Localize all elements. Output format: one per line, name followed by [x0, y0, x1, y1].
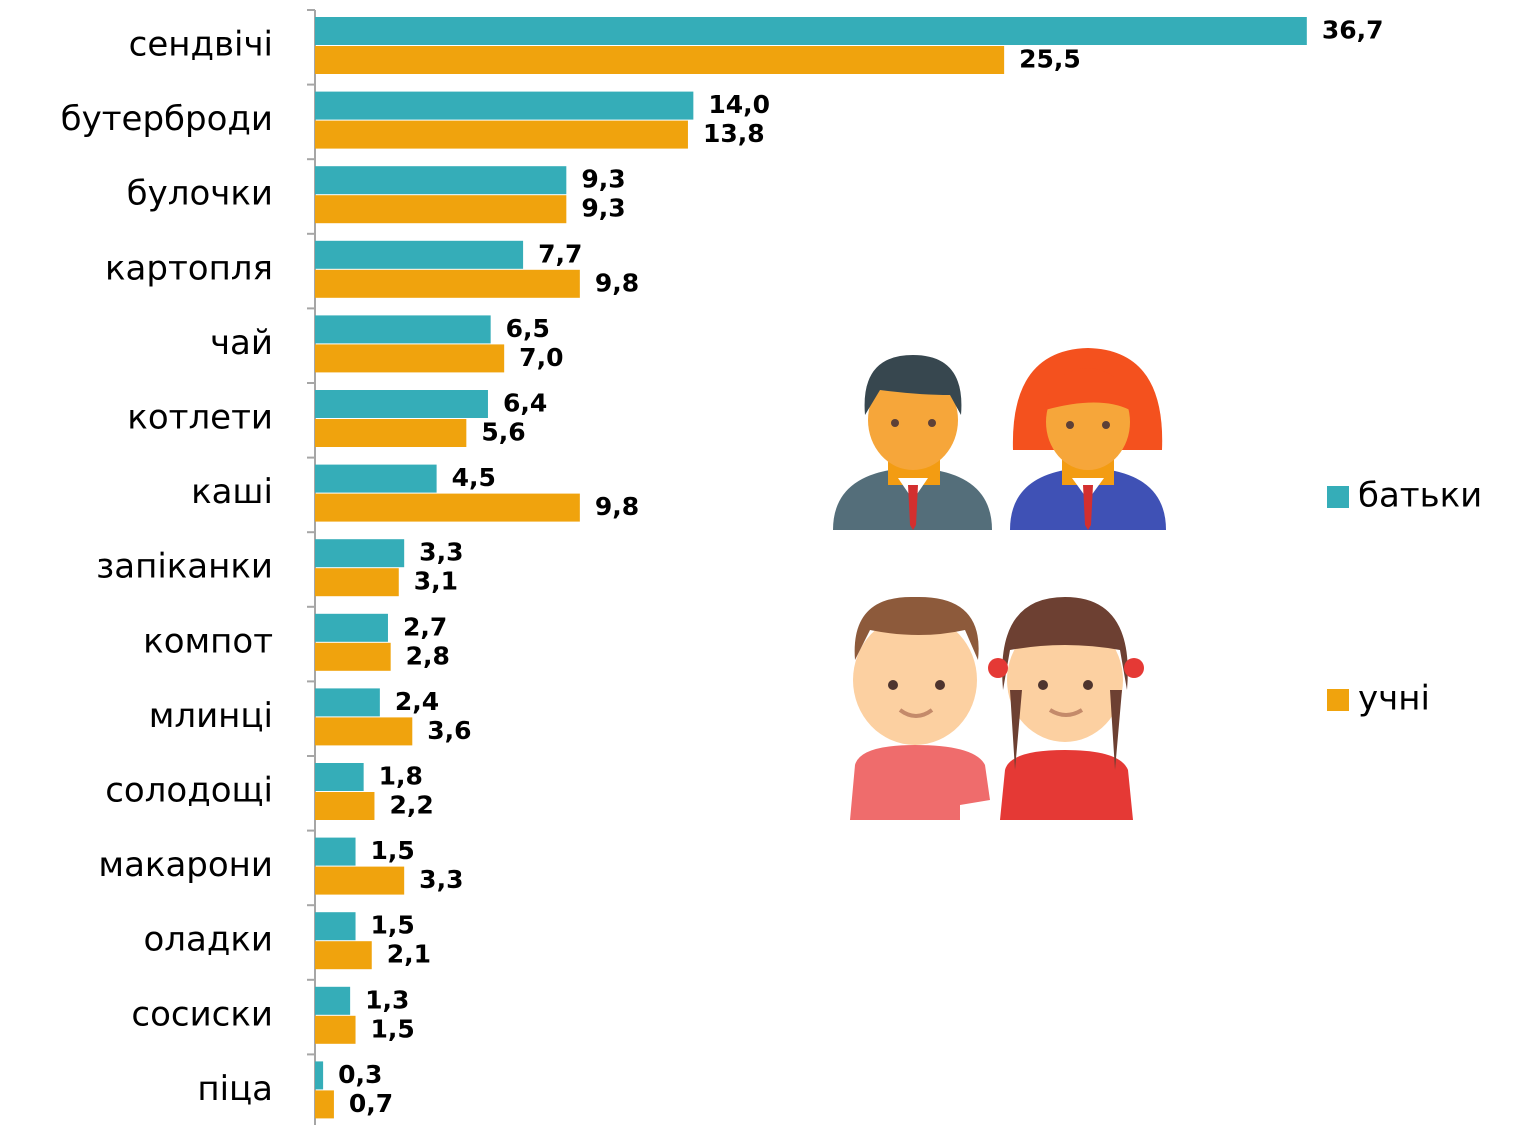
- bar: [315, 763, 364, 791]
- value-label: 2,4: [395, 687, 439, 716]
- bar: [315, 46, 1004, 74]
- category-label: картопля: [105, 248, 273, 288]
- page: сендвічі 36,7 25,5 бутерброди 14,013,8 булочк…: [0, 0, 1519, 1125]
- bar: [315, 987, 350, 1015]
- value-label: 9,8: [595, 268, 639, 297]
- bar: [315, 1090, 334, 1118]
- bar: [315, 17, 1307, 45]
- bar: [315, 390, 488, 418]
- chart: сендвічі 36,7 25,5 бутерброди 14,013,8 булочк…: [0, 0, 1519, 1125]
- bar: [315, 838, 356, 866]
- bar: [315, 121, 688, 149]
- value-label: 3,6: [427, 716, 471, 745]
- value-label: 9,8: [595, 492, 639, 521]
- value-label: 0,3: [338, 1060, 382, 1089]
- category-label: булочки: [127, 174, 273, 214]
- value-label: 1,5: [371, 836, 415, 865]
- value-label: 3,3: [419, 865, 463, 894]
- legend-swatch: [1327, 689, 1349, 711]
- bar: [315, 241, 523, 269]
- bar: [315, 195, 566, 223]
- category-label: макарони: [98, 845, 273, 885]
- value-label: 4,5: [452, 463, 496, 492]
- legend-label: учні: [1358, 679, 1430, 719]
- value-label: 1,3: [365, 985, 409, 1014]
- bar: [315, 494, 580, 522]
- category-label: бутерброди: [61, 99, 273, 139]
- bar: [315, 867, 404, 895]
- bar: [315, 1061, 323, 1089]
- value-label: 3,3: [419, 538, 463, 567]
- value-label: 3,1: [414, 567, 458, 596]
- legend-label: батьки: [1358, 476, 1482, 516]
- value-label: 7,7: [538, 239, 582, 268]
- value-label: 36,7: [1322, 16, 1384, 45]
- bar: [315, 539, 404, 567]
- bar: [315, 270, 580, 298]
- category-label: сосиски: [131, 994, 273, 1034]
- value-label: 9,3: [581, 165, 625, 194]
- value-label: 9,3: [581, 194, 625, 223]
- bar: [315, 688, 380, 716]
- category-label: каші: [191, 472, 273, 512]
- bar: [315, 1016, 356, 1044]
- category-label: чай: [210, 323, 273, 363]
- bar: [315, 315, 491, 343]
- icon-children: [850, 597, 1144, 820]
- bar: [315, 941, 372, 969]
- icon-adults: [833, 348, 1166, 530]
- value-label: 6,4: [503, 389, 547, 418]
- bar: [315, 465, 437, 493]
- bar: [315, 92, 693, 120]
- category-label: компот: [143, 621, 273, 661]
- bar: [315, 568, 399, 596]
- value-label: 2,7: [403, 612, 447, 641]
- value-label: 5,6: [481, 418, 525, 447]
- bar: [315, 614, 388, 642]
- bar: [315, 643, 391, 671]
- value-label: 1,5: [371, 911, 415, 940]
- category-label: млинці: [149, 696, 273, 736]
- bar: [315, 912, 356, 940]
- value-label: 2,2: [389, 791, 433, 820]
- category-label: сендвічі: [129, 25, 273, 65]
- legend-swatch: [1327, 486, 1349, 508]
- bar: [315, 717, 412, 745]
- bar: [315, 166, 566, 194]
- value-label: 25,5: [1019, 45, 1081, 74]
- value-label: 1,8: [379, 762, 423, 791]
- value-label: 14,0: [708, 90, 770, 119]
- category-label: котлети: [127, 398, 273, 438]
- bar: [315, 419, 466, 447]
- value-label: 2,1: [387, 940, 431, 969]
- category-label: солодощі: [105, 771, 273, 811]
- value-label: 13,8: [703, 119, 765, 148]
- category-label: оладки: [143, 920, 273, 960]
- bar: [315, 344, 504, 372]
- value-label: 7,0: [519, 343, 563, 372]
- value-label: 2,8: [406, 641, 450, 670]
- value-label: 6,5: [506, 314, 550, 343]
- category-label: піца: [197, 1069, 273, 1109]
- value-label: 1,5: [371, 1014, 415, 1043]
- bar: [315, 792, 374, 820]
- value-label: 0,7: [349, 1089, 393, 1118]
- category-label: запіканки: [96, 547, 273, 587]
